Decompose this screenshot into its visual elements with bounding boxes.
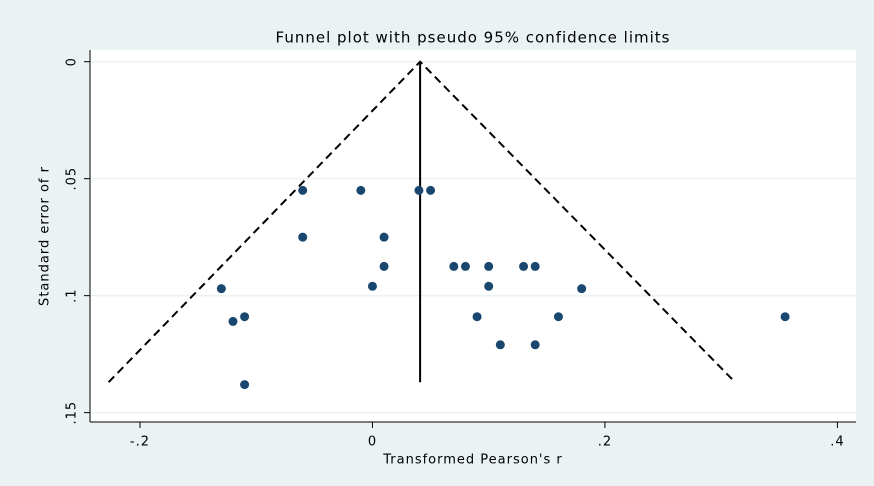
point — [367, 281, 377, 291]
point — [449, 261, 459, 271]
point — [780, 312, 790, 322]
point — [356, 185, 366, 195]
point — [298, 185, 308, 195]
y-tick-label: .15 — [65, 401, 80, 425]
point — [240, 312, 250, 322]
y-tick-label: 0 — [65, 57, 80, 66]
x-tick-label: -.2 — [130, 435, 150, 450]
point — [216, 284, 226, 294]
point — [530, 340, 540, 350]
point — [426, 185, 436, 195]
x-tick-label: 0 — [368, 435, 377, 450]
y-tick-label: .1 — [65, 288, 80, 302]
point — [460, 261, 470, 271]
point — [530, 261, 540, 271]
point — [379, 232, 389, 242]
chart-title: Funnel plot with pseudo 95% confidence l… — [276, 29, 671, 47]
x-tick-label: .4 — [830, 435, 844, 450]
point — [519, 261, 529, 271]
point — [472, 312, 482, 322]
point — [484, 281, 494, 291]
y-tick-label: .05 — [65, 167, 80, 191]
confidence-limit — [107, 60, 736, 383]
x-axis-label: Transformed Pearson's r — [382, 453, 563, 468]
point — [379, 261, 389, 271]
point — [240, 380, 250, 390]
point — [414, 185, 424, 195]
point — [228, 316, 238, 326]
point — [484, 261, 494, 271]
plot-area — [90, 50, 856, 422]
point — [495, 340, 505, 350]
point — [553, 312, 563, 322]
point — [298, 232, 308, 242]
point — [577, 284, 587, 294]
x-tick-label: .2 — [598, 435, 612, 450]
y-axis-label: Standard error of r — [38, 166, 53, 306]
